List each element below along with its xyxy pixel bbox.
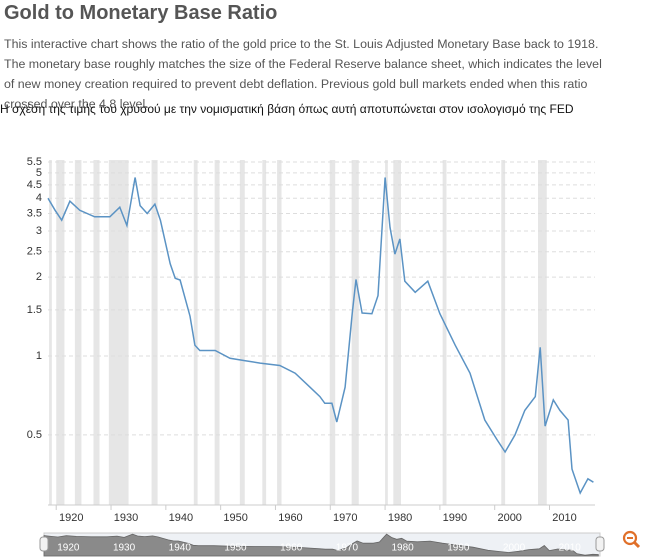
y-tick-label: 3 (36, 225, 42, 237)
y-tick-label: 4 (36, 192, 42, 204)
description: This interactive chart shows the ratio o… (4, 37, 602, 111)
navigator-label: 1990 (447, 543, 470, 554)
y-tick-label: 3.5 (27, 207, 42, 219)
navigator-label: 2000 (503, 543, 526, 554)
navigator-label: 1920 (57, 543, 80, 554)
subtitle: Η σχέση της τιμής του χρυσού με την νομι… (0, 102, 574, 116)
navigator-label: 1970 (336, 543, 359, 554)
x-tick-label: 1920 (59, 512, 83, 524)
recession-band (93, 160, 100, 505)
navigator-label: 1950 (224, 543, 247, 554)
x-tick-label: 1950 (223, 512, 247, 524)
navigator-handle[interactable] (39, 536, 49, 552)
title: Gold to Monetary Base Ratio (4, 2, 278, 24)
x-tick-label: 1980 (388, 512, 412, 524)
x-tick-label: 1940 (169, 512, 193, 524)
recession-band (108, 160, 129, 505)
navigator-label: 2010 (559, 543, 582, 554)
recession-band (151, 160, 158, 505)
navigator-label: 1930 (113, 543, 136, 554)
recession-band (239, 160, 245, 505)
recession-band (393, 160, 401, 505)
y-tick-label: 1.5 (27, 304, 42, 316)
y-tick-label: 2.5 (27, 246, 42, 258)
y-tick-label: 5 (36, 167, 42, 179)
navigator-label: 1980 (392, 543, 415, 554)
y-tick-label: 5.5 (27, 156, 42, 168)
series-line (47, 177, 594, 495)
navigator-handle[interactable] (595, 536, 605, 552)
navigator-area (43, 533, 599, 557)
recession-band (442, 160, 447, 505)
recession-band (214, 160, 220, 505)
navigator-label: 1940 (169, 543, 192, 554)
y-tick-label: 0.5 (27, 429, 42, 441)
recession-band (351, 160, 359, 505)
recession-band (537, 160, 547, 505)
y-tick-label: 4.5 (27, 179, 42, 191)
y-tick-label: 1 (36, 350, 42, 362)
recession-band (329, 160, 336, 505)
recession-band (277, 160, 282, 505)
zoom-icon[interactable] (622, 530, 641, 549)
x-tick-label: 2000 (497, 512, 521, 524)
recession-band (49, 160, 52, 505)
recession-band (262, 160, 267, 505)
x-tick-label: 1960 (278, 512, 302, 524)
recession-band (74, 160, 82, 505)
recession-band (501, 160, 506, 505)
recession-band (385, 160, 388, 505)
x-tick-label: 1990 (443, 512, 467, 524)
x-tick-label: 1970 (333, 512, 357, 524)
navigator: 1920 1930 1940 1950 1960 1970 1980 1990 2000 2010 (39, 532, 605, 557)
x-tick-label: 2010 (552, 512, 576, 524)
recession-band (193, 160, 198, 505)
navigator-label: 1960 (280, 543, 303, 554)
recession-band (56, 160, 65, 505)
y-tick-label: 2 (36, 271, 42, 283)
x-tick-label: 1930 (114, 512, 138, 524)
